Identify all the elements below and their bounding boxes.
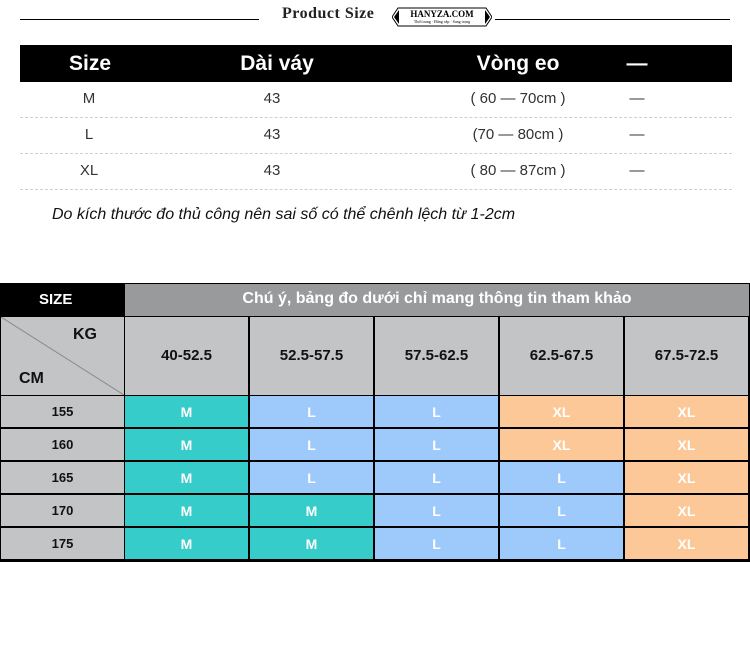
size-cell: L <box>375 495 498 526</box>
page-title: Product Size <box>282 5 375 22</box>
height-header: 160 <box>1 429 124 460</box>
cm-label: CM <box>19 370 44 387</box>
size-cell: L <box>375 462 498 493</box>
kg-label: KG <box>73 326 97 343</box>
table-row: L 43 (70 — 80cm ) — <box>20 118 732 154</box>
weight-header: 40-52.5 <box>125 317 248 395</box>
size-cell: L <box>375 396 498 427</box>
col-size: Size <box>68 52 112 75</box>
weight-header: 62.5-67.5 <box>500 317 623 395</box>
col-length: Dài váy <box>240 52 314 75</box>
size-cell: L <box>250 396 373 427</box>
row-length: 43 <box>263 126 281 143</box>
row-waist: ( 80 — 87cm ) <box>470 162 566 179</box>
table-row: XL 43 ( 80 — 87cm ) — <box>20 154 732 190</box>
size-cell: M <box>125 396 248 427</box>
header-rule-right <box>495 19 730 20</box>
size-cell: XL <box>500 396 623 427</box>
weight-header: 52.5-57.5 <box>250 317 373 395</box>
brand-logo: HANYZA.COM Thời trang · Đẳng cấp · Sang … <box>392 7 492 27</box>
logo-name: HANYZA.COM <box>410 9 474 19</box>
size-cell: M <box>250 528 373 559</box>
size-cell: XL <box>625 429 748 460</box>
row-size: L <box>84 126 94 143</box>
row-waist: ( 60 — 70cm ) <box>470 90 566 107</box>
col-waist: Vòng eo <box>476 52 560 75</box>
size-cell: M <box>125 429 248 460</box>
header-rule-left <box>20 19 259 20</box>
size-cell: XL <box>625 462 748 493</box>
corner-cell: KG CM <box>1 317 124 395</box>
size-cell: XL <box>625 495 748 526</box>
height-header: 170 <box>1 495 124 526</box>
size-cell: XL <box>500 429 623 460</box>
size-cell: M <box>125 495 248 526</box>
weight-header: 57.5-62.5 <box>375 317 498 395</box>
size-table: Size Dài váy Vòng eo — M 43 ( 60 — 70cm … <box>20 45 732 190</box>
size-table-header: Size Dài váy Vòng eo — <box>20 45 732 82</box>
row-extra: — <box>629 162 645 179</box>
height-header: 155 <box>1 396 124 427</box>
size-cell: L <box>500 462 623 493</box>
size-cell: M <box>125 528 248 559</box>
table-row: M 43 ( 60 — 70cm ) — <box>20 82 732 118</box>
size-cell: L <box>500 528 623 559</box>
row-extra: — <box>629 126 645 143</box>
logo-tagline: Thời trang · Đẳng cấp · Sang trọng <box>413 19 471 24</box>
size-label: SIZE <box>1 284 125 316</box>
reference-banner: Chú ý, bảng đo dưới chỉ mang thông tin t… <box>125 284 749 316</box>
height-header: 165 <box>1 462 124 493</box>
diagonal-divider <box>1 317 124 395</box>
logo-frame-icon <box>392 7 492 27</box>
size-cell: M <box>250 495 373 526</box>
row-size: M <box>82 90 96 107</box>
row-length: 43 <box>263 162 281 179</box>
size-cell: M <box>125 462 248 493</box>
col-extra: — <box>626 52 648 75</box>
size-cell: L <box>250 462 373 493</box>
row-extra: — <box>629 90 645 107</box>
size-cell: L <box>375 528 498 559</box>
row-length: 43 <box>263 90 281 107</box>
size-cell: L <box>500 495 623 526</box>
size-cell: L <box>375 429 498 460</box>
size-cell: XL <box>625 396 748 427</box>
weight-header: 67.5-72.5 <box>625 317 748 395</box>
row-waist: (70 — 80cm ) <box>472 126 564 143</box>
height-header: 175 <box>1 528 124 559</box>
measurement-note: Do kích thước đo thủ công nên sai số có … <box>52 206 516 223</box>
size-cell: L <box>250 429 373 460</box>
size-cell: XL <box>625 528 748 559</box>
fit-table: SIZE Chú ý, bảng đo dưới chỉ mang thông … <box>0 283 750 562</box>
row-size: XL <box>79 162 99 179</box>
